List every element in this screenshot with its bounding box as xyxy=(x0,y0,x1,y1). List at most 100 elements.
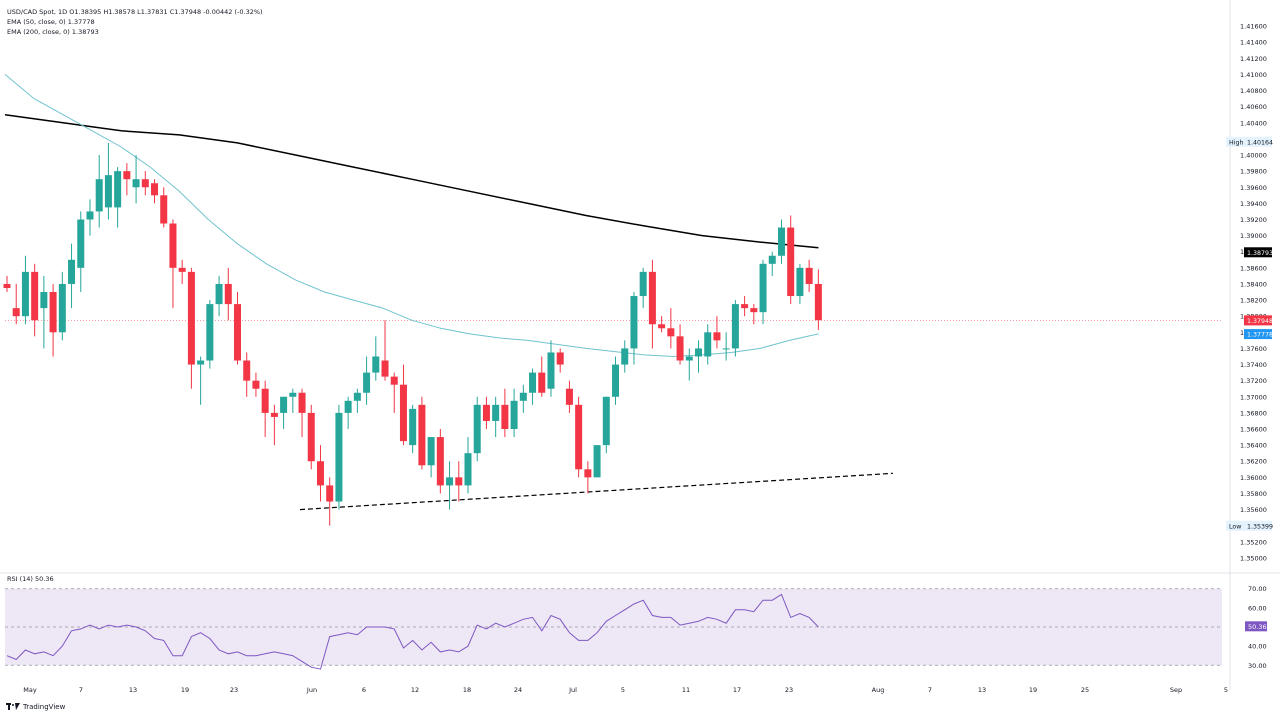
candle xyxy=(722,332,730,361)
candle xyxy=(648,259,656,349)
candle xyxy=(593,445,601,478)
price-tick-label: 1.39000 xyxy=(1240,232,1267,240)
candle xyxy=(40,275,48,349)
candle-body xyxy=(261,388,269,413)
price-label-value: 1.37778 xyxy=(1247,332,1273,339)
candle-body xyxy=(575,404,583,470)
candle xyxy=(584,461,592,494)
candle xyxy=(86,199,94,236)
candle-body xyxy=(519,392,527,401)
legend-main: USD/CAD Spot, 1D O1.38395 H1.38578 L1.37… xyxy=(7,8,263,16)
candle xyxy=(280,396,288,430)
candle xyxy=(307,404,315,470)
price-tick-label: 1.38600 xyxy=(1240,264,1267,272)
price-tick-label: 1.37600 xyxy=(1240,345,1267,353)
candle xyxy=(713,316,721,349)
rsi-tick-label: 60.00 xyxy=(1248,604,1267,612)
candle-body xyxy=(722,348,730,350)
candle xyxy=(77,211,85,293)
legend-ema200: EMA (200, close, 0) 1.38793 xyxy=(7,28,99,36)
time-axis: May 7 13 19 23 Jun 6 12 18 24 Jul 5 11 17 23 Aug 7 13 19 25… xyxy=(23,686,1228,694)
price-label-value: 1.40164 xyxy=(1247,139,1273,146)
price-tick-label: 1.36800 xyxy=(1240,409,1267,417)
candle xyxy=(418,396,426,470)
candle xyxy=(814,269,822,330)
rsi-pane xyxy=(5,588,1222,670)
candle-body xyxy=(335,412,343,502)
candle-body xyxy=(409,408,417,446)
candle-body xyxy=(565,388,573,405)
candle-body xyxy=(482,404,490,421)
time-tick-label: 19 xyxy=(181,686,189,694)
candle xyxy=(547,340,555,397)
candle-body xyxy=(307,412,315,462)
candle-body xyxy=(49,292,57,333)
candle xyxy=(685,348,693,381)
price-tick-label: 1.40000 xyxy=(1240,152,1267,160)
candle xyxy=(21,255,29,325)
candle-body xyxy=(344,400,352,413)
time-tick-label: 12 xyxy=(411,686,419,694)
candle-body xyxy=(40,292,48,309)
time-tick-label: 7 xyxy=(928,686,932,694)
candle-body xyxy=(31,271,39,321)
price-tick-label: 1.41400 xyxy=(1240,39,1267,47)
candle-body xyxy=(224,283,232,305)
candle xyxy=(427,437,435,478)
candle-body xyxy=(612,364,620,397)
candle-body xyxy=(630,296,638,349)
candle xyxy=(261,380,269,438)
candle xyxy=(95,155,103,228)
candle-body xyxy=(436,437,444,486)
candle-body xyxy=(381,360,389,377)
price-label-value: 1.37948 xyxy=(1247,318,1273,325)
candle xyxy=(289,388,297,413)
candle-body xyxy=(464,453,472,486)
price-tick-label: 1.39800 xyxy=(1240,168,1267,176)
candle xyxy=(796,263,804,305)
price-tick-label: 1.39200 xyxy=(1240,216,1267,224)
rsi-line xyxy=(6,593,819,670)
price-label-bg xyxy=(1226,136,1272,147)
candle xyxy=(621,340,629,373)
candle-body xyxy=(787,227,795,297)
time-tick-label: Aug xyxy=(872,686,885,694)
candle xyxy=(482,396,490,430)
candle xyxy=(58,271,66,341)
price-tick-label: 1.35200 xyxy=(1240,538,1267,546)
candle-body xyxy=(95,179,103,212)
rsi-legend: RSI (14) 50.36 xyxy=(7,575,54,583)
candle-body xyxy=(252,380,260,389)
price-tick-label: 1.41600 xyxy=(1240,23,1267,31)
candle-body xyxy=(280,396,288,413)
ema50-path xyxy=(4,74,819,358)
rsi-value-badge xyxy=(1245,621,1267,632)
candle xyxy=(123,163,131,196)
candle-body xyxy=(58,283,66,333)
candle-body xyxy=(602,396,610,446)
candle xyxy=(335,404,343,510)
candle-body xyxy=(731,304,739,349)
price-tick-label: 1.36000 xyxy=(1240,474,1267,482)
candle xyxy=(492,396,500,438)
candle-body xyxy=(77,219,85,268)
ema200-line xyxy=(4,113,819,249)
candle xyxy=(731,300,739,357)
candle xyxy=(372,336,380,381)
candle-body xyxy=(427,437,435,466)
time-tick-label: Sep xyxy=(1170,686,1182,694)
time-tick-label: 18 xyxy=(463,686,471,694)
price-tick-label: 1.35600 xyxy=(1240,506,1267,514)
candle xyxy=(243,352,251,397)
ema50-line xyxy=(4,74,819,358)
candle-body xyxy=(759,263,767,313)
price-label-name: Low xyxy=(1229,523,1241,530)
price-label-bg xyxy=(1226,520,1272,531)
candle-body xyxy=(538,372,546,393)
price-tick-label: 1.39600 xyxy=(1240,184,1267,192)
candle xyxy=(114,167,122,228)
price-tick-label: 1.41200 xyxy=(1240,55,1267,63)
candle-body xyxy=(363,372,371,393)
candle xyxy=(234,292,241,365)
